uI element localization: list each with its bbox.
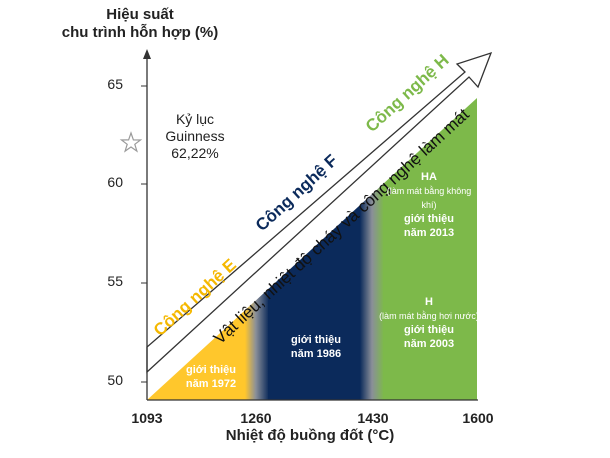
record-value: 62,22%: [171, 145, 219, 161]
y-axis-title-line2: chu trình hỗn hợp (%): [61, 24, 219, 41]
y-tick-label: 55: [107, 273, 123, 289]
technology-h-intro: H (làm mát bằng hơi nước) giới thiệu năm…: [378, 295, 480, 351]
intro-line: giới thiệu: [404, 324, 454, 336]
y-tick-label: 60: [107, 174, 123, 190]
intro-year: năm 2003: [403, 338, 455, 350]
variant-note: (làm mát bằng không khí): [386, 186, 472, 210]
y-axis-arrowhead: [143, 49, 151, 59]
technology-f-intro: giới thiệu năm 1986: [278, 333, 354, 361]
star-icon: [119, 131, 143, 153]
x-axis-title: Nhiệt độ buồng đốt (°C): [225, 427, 395, 444]
technology-e-intro: giới thiệu năm 1972: [176, 363, 246, 391]
x-tick-label: 1260: [240, 410, 272, 426]
progress-arrow: [146, 51, 493, 374]
technology-ha-intro: HA (làm mát bằng không khí) giới thiệu n…: [378, 170, 480, 240]
intro-year: năm 1972: [185, 378, 237, 390]
record-label-line2: Guinness: [165, 128, 225, 144]
variant-note: (làm mát bằng hơi nước): [379, 311, 479, 321]
record-annotation: Kỷ lục Guinness 62,22%: [150, 111, 240, 162]
intro-year: năm 2013: [403, 227, 455, 239]
variant-code: HA: [421, 171, 437, 183]
x-tick-label: 1093: [131, 410, 163, 426]
intro-line: giới thiệu: [404, 213, 454, 225]
x-tick-label: 1600: [462, 410, 494, 426]
variant-code: H: [425, 296, 433, 308]
intro-year: năm 1986: [290, 348, 342, 360]
y-tick-label: 50: [107, 372, 123, 388]
record-label-line1: Kỷ lục: [175, 111, 215, 127]
y-tick-label: 65: [107, 76, 123, 92]
intro-line: giới thiệu: [186, 364, 236, 376]
area-transition-f-h: [360, 98, 384, 400]
x-tick-label: 1430: [357, 410, 389, 426]
y-axis-title-line1: Hiệu suất: [106, 6, 174, 23]
intro-line: giới thiệu: [291, 334, 341, 346]
